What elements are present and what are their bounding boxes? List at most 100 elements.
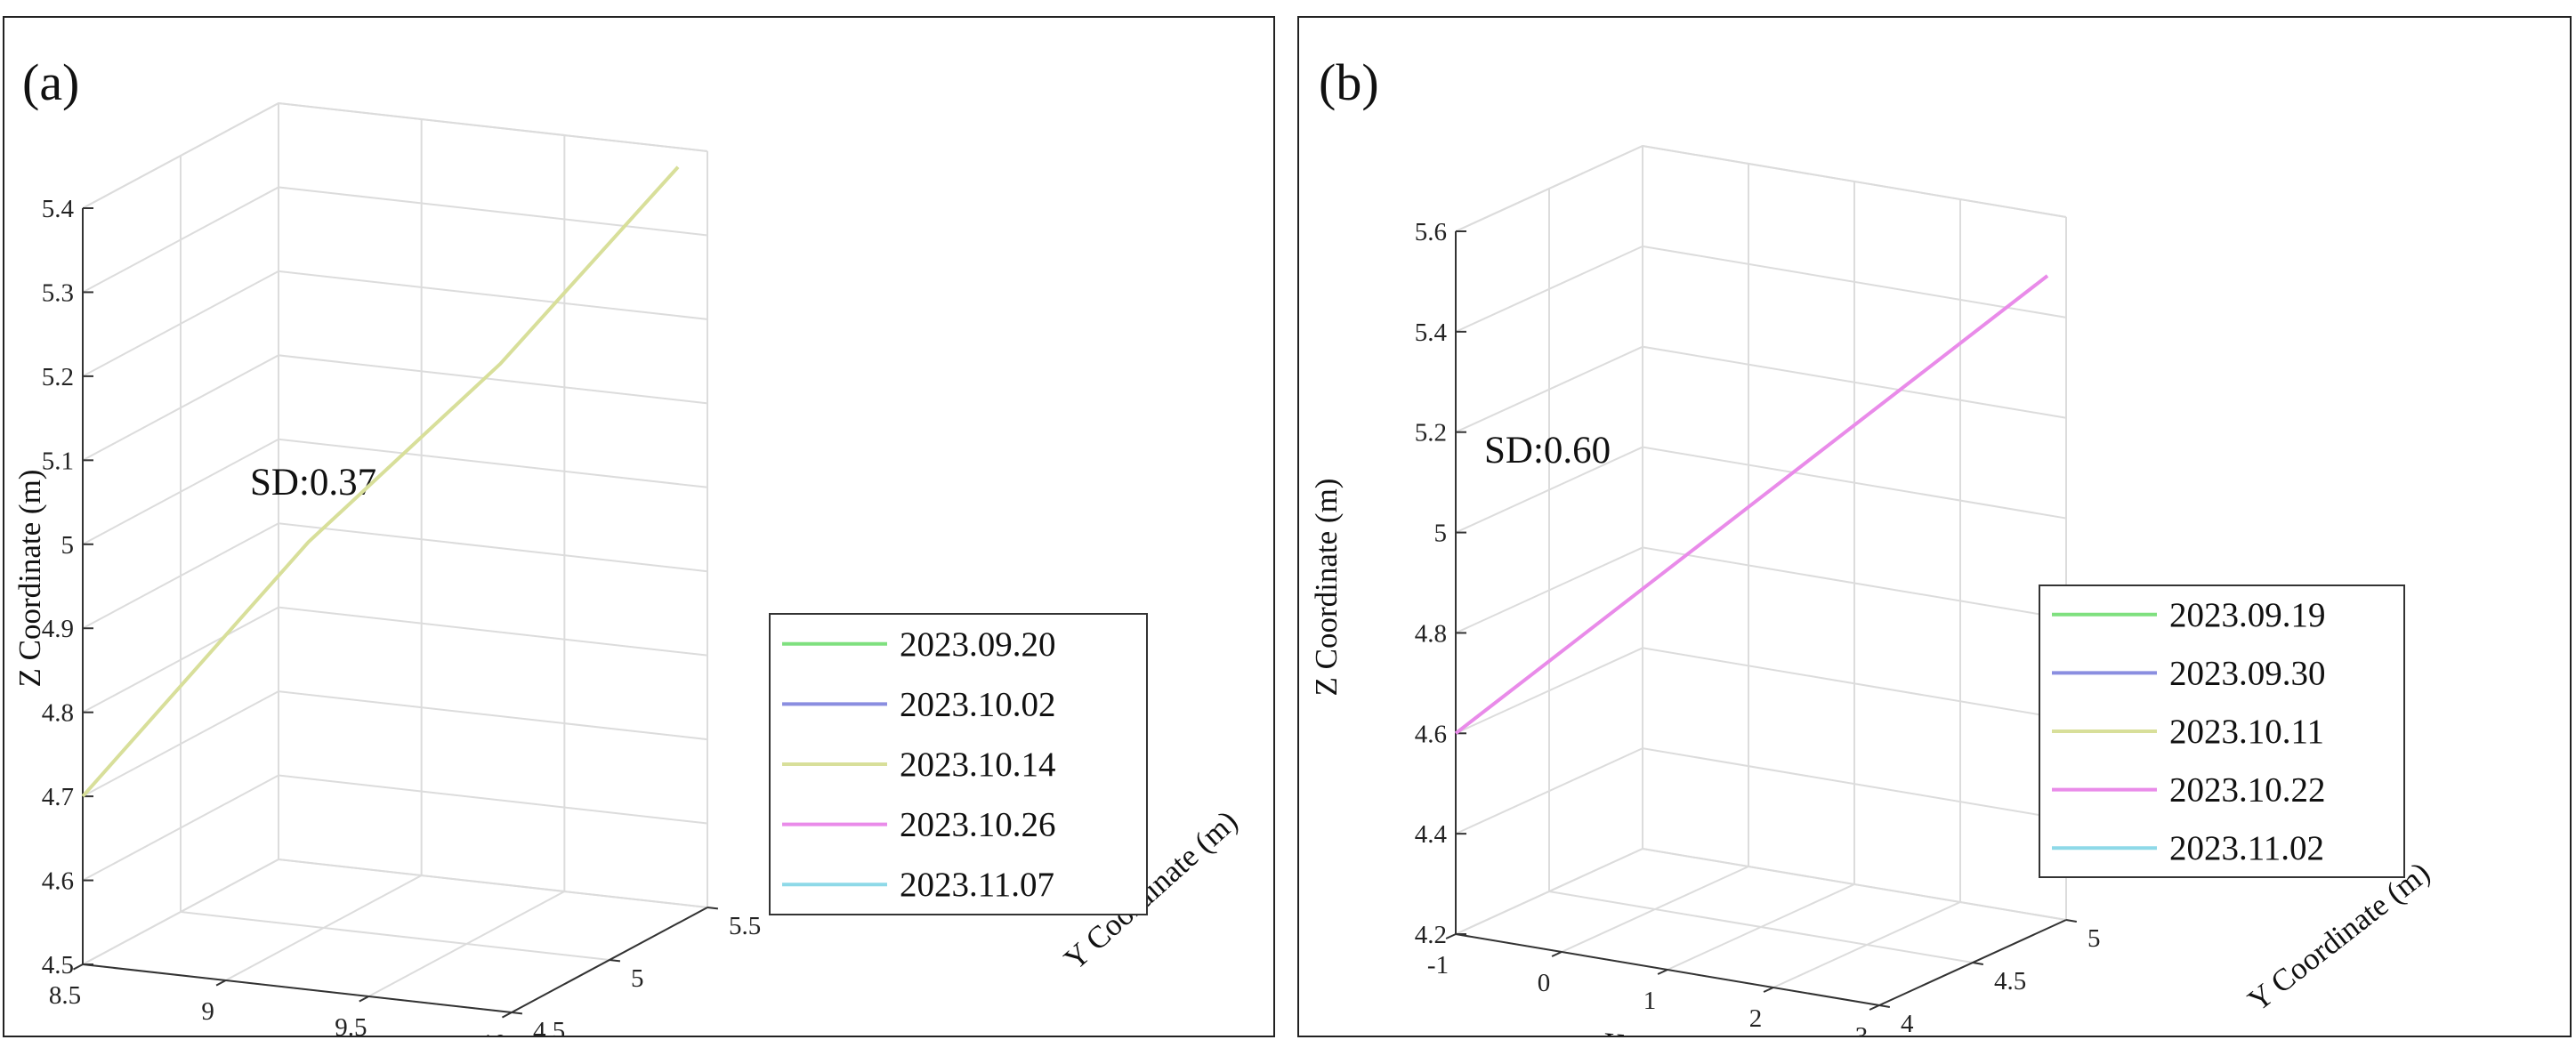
x-tick-label-a-3: 10 bbox=[481, 1029, 507, 1036]
grid-y-line-a-1 bbox=[180, 156, 610, 961]
legend-label-a-2: 2023.10.14 bbox=[900, 746, 1056, 784]
y-tick-label-a-2: 5.5 bbox=[729, 912, 761, 940]
x-tick-b-0 bbox=[1445, 933, 1457, 939]
x-tick-label-b-1: 0 bbox=[1538, 969, 1551, 997]
x-tick-b-3 bbox=[1763, 987, 1774, 993]
grid-x-line-b-2 bbox=[1667, 181, 1855, 971]
grid-x-line-b-3 bbox=[1773, 199, 1961, 988]
z-tick-label-a-9: 5.4 bbox=[42, 195, 75, 223]
legend-label-b-3: 2023.10.22 bbox=[2169, 771, 2326, 810]
z-tick-label-a-7: 5.2 bbox=[42, 363, 74, 391]
x-tick-label-a-2: 9.5 bbox=[335, 1013, 367, 1036]
y-tick-b-2 bbox=[2065, 919, 2077, 923]
z-tick-label-a-5: 5 bbox=[61, 531, 75, 560]
sd-annotation-b: SD:0.60 bbox=[1484, 430, 1611, 472]
grid-z-line-a-4 bbox=[82, 522, 708, 630]
x-axis-title-b: X Coordinate (m) bbox=[1601, 1026, 1824, 1036]
z-tick-label-b-0: 4.2 bbox=[1415, 921, 1447, 949]
y-tick-b-1 bbox=[1972, 962, 1983, 965]
z-tick-label-a-6: 5.1 bbox=[42, 447, 74, 475]
panel-label-b: (b) bbox=[1319, 53, 1379, 111]
box-edge-b-2 bbox=[1455, 145, 1643, 232]
grid-z-line-a-3 bbox=[82, 606, 708, 713]
z-tick-label-a-3: 4.8 bbox=[42, 699, 74, 728]
x-tick-b-1 bbox=[1551, 951, 1563, 957]
grid-z-line-a-1 bbox=[82, 774, 708, 882]
y-tick-label-a-0: 4.5 bbox=[533, 1017, 565, 1036]
grid-z-line-a-6 bbox=[82, 354, 708, 462]
y-tick-a-0 bbox=[511, 1012, 523, 1015]
grid-x-line-a-1 bbox=[225, 119, 423, 981]
grid-z-line-a-5 bbox=[82, 438, 708, 545]
legend-label-a-1: 2023.10.02 bbox=[900, 685, 1056, 723]
x-tick-a-1 bbox=[215, 979, 227, 987]
legend-label-b-2: 2023.10.11 bbox=[2169, 713, 2324, 751]
x-tick-label-a-0: 8.5 bbox=[49, 981, 81, 1010]
x-tick-label-b-4: 3 bbox=[1855, 1022, 1869, 1036]
grid-z-line-b-6 bbox=[1455, 245, 2067, 333]
grid-x-line-b-1 bbox=[1561, 164, 1749, 953]
grid-x-line-a-2 bbox=[367, 135, 566, 997]
chart-a: 8.5 9 9.5 10 4.5 5 5.5 4.5 4.6 4.7 4.8 4.9 5 5.1 5.2 5.… bbox=[12, 53, 1244, 1036]
z-tick-label-a-2: 4.7 bbox=[42, 783, 74, 811]
y-tick-a-1 bbox=[609, 959, 621, 963]
grid-x-line-a-3 bbox=[511, 151, 708, 1013]
series-line-a-2 bbox=[81, 165, 680, 798]
y-tick-label-b-2: 5 bbox=[2087, 924, 2101, 953]
grid-z-line-a-2 bbox=[82, 690, 708, 797]
grid-z-line-b-1 bbox=[1455, 747, 2067, 835]
z-tick-label-b-3: 4.8 bbox=[1415, 619, 1447, 648]
series-line-b-3 bbox=[1454, 274, 2049, 735]
z-tick-label-b-7: 5.6 bbox=[1415, 218, 1447, 246]
x-tick-label-b-3: 2 bbox=[1749, 1004, 1763, 1033]
chart-b: -1 0 1 2 3 4 4.5 5 4.2 4.4 4.6 4.8 5 5.2 5.4 5.6 X Coord… bbox=[1309, 53, 2436, 1036]
box-edge-a-3 bbox=[278, 102, 708, 152]
legend-label-a-4: 2023.11.07 bbox=[900, 866, 1054, 904]
y-tick-label-b-1: 4.5 bbox=[1994, 967, 2026, 996]
x-tick-a-2 bbox=[359, 996, 369, 1003]
grid-z-line-a-0 bbox=[82, 858, 708, 965]
grid-z-line-a-7 bbox=[82, 270, 708, 377]
x-tick-b-2 bbox=[1657, 969, 1668, 975]
x-tick-a-3 bbox=[501, 1012, 513, 1019]
z-tick-label-b-2: 4.6 bbox=[1415, 720, 1447, 748]
x-tick-label-a-1: 9 bbox=[201, 997, 214, 1026]
x-tick-label-b-0: -1 bbox=[1427, 951, 1449, 979]
x-tick-b-4 bbox=[1869, 1004, 1880, 1011]
y-tick-a-2 bbox=[707, 907, 719, 910]
y-tick-label-b-0: 4 bbox=[1901, 1010, 1914, 1036]
box-edge-a-2 bbox=[82, 102, 279, 209]
legend-label-a-3: 2023.10.26 bbox=[900, 806, 1056, 844]
z-tick-label-b-1: 4.4 bbox=[1415, 820, 1448, 849]
legend-label-a-0: 2023.09.20 bbox=[900, 625, 1056, 664]
panel-b: -1 0 1 2 3 4 4.5 5 4.2 4.4 4.6 4.8 5 5.2 5.4 5.6 X Coord… bbox=[1297, 16, 2572, 1037]
z-tick-label-a-4: 4.9 bbox=[42, 615, 74, 643]
z-tick-label-b-5: 5.2 bbox=[1415, 419, 1447, 447]
y-tick-label-a-1: 5 bbox=[631, 964, 644, 993]
y-axis-title-b: Y Coordinate (m) bbox=[2241, 855, 2436, 1018]
z-tick-label-a-1: 4.6 bbox=[42, 867, 74, 896]
x-axis-a bbox=[82, 963, 513, 1013]
grid-z-line-b-5 bbox=[1455, 345, 2067, 433]
grid-y-line-a-2 bbox=[278, 103, 708, 908]
x-tick-label-b-2: 1 bbox=[1643, 987, 1657, 1015]
z-tick-label-a-0: 4.5 bbox=[42, 951, 74, 979]
panel-label-a: (a) bbox=[22, 53, 79, 111]
grid-z-line-b-0 bbox=[1455, 847, 2067, 935]
z-axis-title-a: Z Coordinate (m) bbox=[12, 470, 47, 688]
grid-y-line-b-0 bbox=[1455, 231, 1880, 1006]
legend-label-b-4: 2023.11.02 bbox=[2169, 829, 2324, 867]
grid-y-line-b-1 bbox=[1548, 189, 1974, 963]
legend-label-b-0: 2023.09.19 bbox=[2169, 596, 2326, 634]
y-tick-b-0 bbox=[1878, 1004, 1890, 1008]
z-tick-label-a-8: 5.3 bbox=[42, 278, 74, 307]
legend-label-b-1: 2023.09.30 bbox=[2169, 654, 2326, 692]
z-tick-label-b-4: 5 bbox=[1434, 520, 1448, 548]
grid-z-line-a-9 bbox=[82, 101, 708, 209]
grid-z-line-b-3 bbox=[1455, 546, 2067, 634]
z-tick-label-b-6: 5.4 bbox=[1415, 318, 1448, 347]
x-tick-a-0 bbox=[72, 963, 84, 971]
z-axis-title-b: Z Coordinate (m) bbox=[1309, 479, 1344, 697]
panel-a: 8.5 9 9.5 10 4.5 5 5.5 4.5 4.6 4.7 4.8 4.9 5 5.1 5.2 5.… bbox=[3, 16, 1275, 1037]
box-edge-b-3 bbox=[1642, 145, 2067, 218]
